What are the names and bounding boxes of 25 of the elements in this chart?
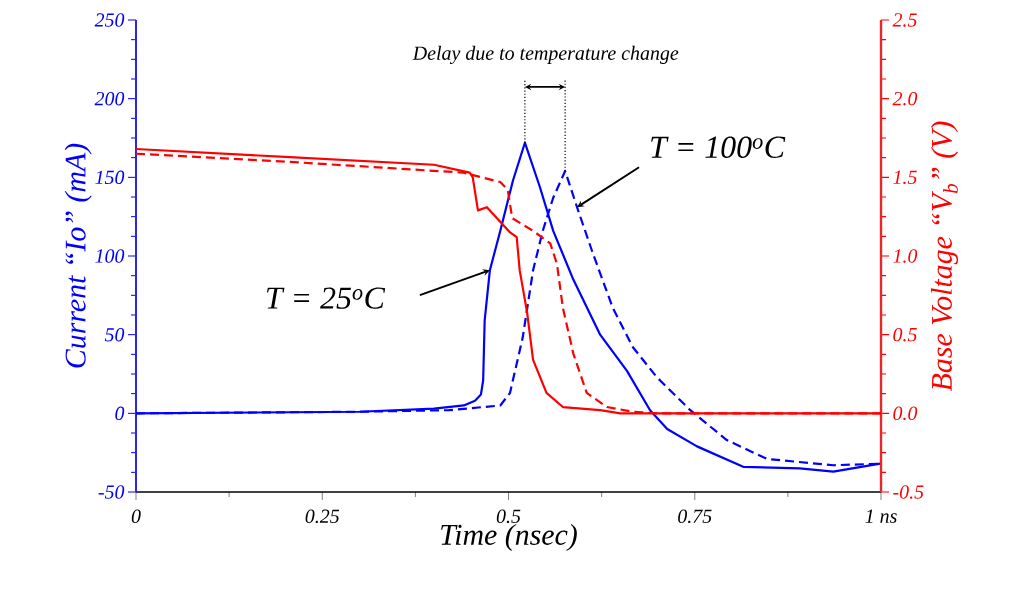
y2-tick-label: 0.0 [893,406,918,421]
y2-axis-title: Base Voltage “V$_{b}$” (V) [930,121,959,392]
y2-tick-label: 2.5 [892,13,917,27]
y2-tick-label: 1.5 [893,170,917,185]
y2-tick-label: 2.0 [892,91,918,106]
x-tick-label: 0.25 [305,509,340,524]
x-tick-label: 0 [131,509,141,523]
annotation: Delay due to temperature change [412,45,679,64]
y2-tick-label: -0.5 [893,485,924,499]
y-tick-label: 50 [104,327,125,342]
x-tick-label: 0.5 [496,509,521,524]
x-tick-label: 0.75 [678,509,712,524]
y2-tick-label: 1.0 [893,249,918,263]
x-axis-title: Time (nsec) [441,523,577,551]
y-tick-label: -50 [98,485,125,499]
y-tick-label: 150 [95,170,125,185]
y-tick-label: 250 [94,13,125,27]
y-axis-title: Current “Io” (mA) [64,143,92,368]
y-tick-label: 0 [115,406,125,421]
y-tick-label: 100 [95,249,125,263]
y-tick-label: 200 [94,91,125,106]
annotation: T = 100$^{o}$C [651,136,786,158]
x-tick-label: 1 ns [865,509,897,523]
annotation: T = 25$^{o}$C [266,287,386,309]
y2-tick-label: 0.5 [893,327,917,342]
